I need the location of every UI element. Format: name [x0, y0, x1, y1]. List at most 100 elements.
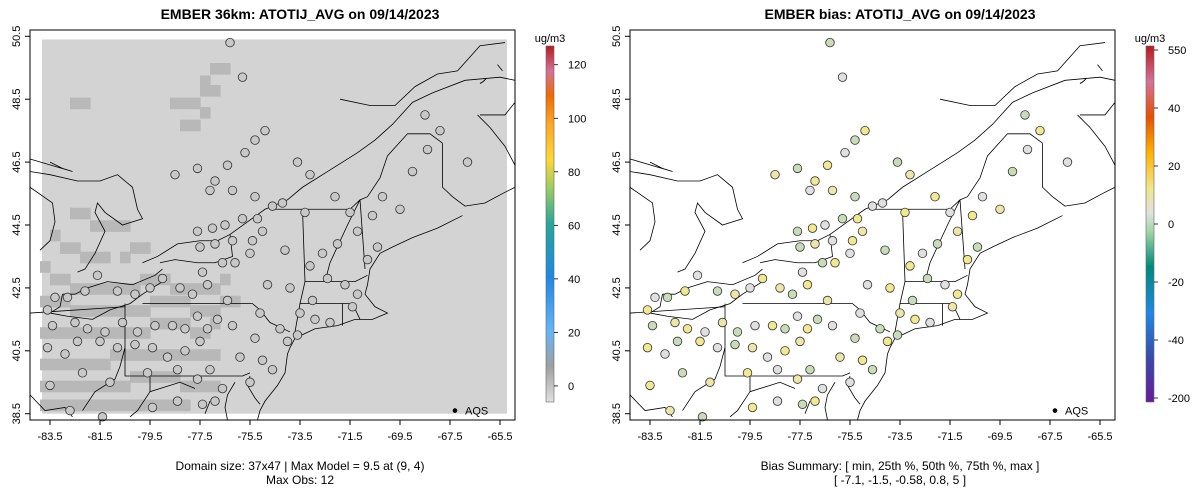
- aqs-site-marker: [325, 317, 335, 328]
- x-tick-label: -75.5: [837, 431, 862, 443]
- aqs-site-marker: [822, 160, 833, 170]
- aqs-site-marker: [850, 135, 860, 145]
- model-grid-cell: [80, 380, 91, 393]
- model-grid-cell: [200, 327, 211, 339]
- aqs-site-marker: [192, 163, 203, 174]
- x-tick-label: -79.5: [137, 431, 162, 443]
- x-tick-label: -73.5: [287, 431, 312, 443]
- aqs-site-marker: [780, 324, 790, 334]
- map-boundary-line: [124, 303, 251, 377]
- aqs-site-marker: [367, 210, 378, 221]
- model-grid-cell: [170, 283, 181, 295]
- model-grid-cell: [200, 349, 211, 361]
- aqs-site-marker: [112, 286, 123, 296]
- model-grid-cell: [100, 251, 111, 264]
- aqs-site-marker: [825, 37, 835, 48]
- aqs-site-marker: [787, 289, 798, 299]
- x-tick-label: -75.5: [237, 431, 262, 443]
- model-grid-cell: [70, 327, 81, 339]
- model-grid-cell: [80, 327, 91, 339]
- x-tick-label: -79.5: [737, 431, 762, 443]
- map-boundary-line: [857, 215, 1063, 421]
- model-grid-cell: [210, 85, 221, 97]
- x-tick-label: -69.5: [987, 431, 1012, 443]
- aqs-site-marker: [192, 311, 203, 321]
- aqs-site-marker: [305, 261, 315, 271]
- model-grid-cell: [130, 399, 141, 412]
- aqs-site-marker: [642, 305, 653, 315]
- y-tick-label: 46.5: [611, 151, 623, 172]
- aqs-site-marker: [252, 214, 263, 224]
- map-boundary-line: [49, 294, 63, 314]
- island-outline: [479, 78, 487, 84]
- aqs-site-marker: [42, 305, 53, 315]
- map-boundary-line: [649, 294, 663, 314]
- colorbar-tick-label: 120: [568, 60, 586, 72]
- aqs-site-marker: [112, 342, 123, 353]
- model-map: -83.5 -81.5 -79.5 -77.5 -75.5 -73.5 -71.5 -69.5…: [11, 26, 586, 443]
- aqs-site-marker: [730, 339, 740, 350]
- map-boundary-line: [149, 375, 196, 393]
- aqs-site-marker: [147, 402, 158, 413]
- model-grid-cell: [180, 119, 191, 132]
- model-grid-cell: [170, 295, 181, 308]
- aqs-site-marker: [792, 163, 803, 174]
- model-grid-cell: [110, 220, 121, 232]
- aqs-site-marker: [880, 245, 890, 255]
- aqs-site-marker: [835, 352, 845, 362]
- model-grid-cell: [60, 295, 71, 308]
- model-grid-cell: [210, 317, 221, 330]
- aqs-site-marker: [250, 333, 260, 343]
- bias-summary-label: Bias Summary: [ min, 25th %, 50th %, 75t…: [760, 459, 1040, 473]
- aqs-site-marker: [810, 176, 820, 186]
- model-grid-cell: [180, 295, 191, 308]
- aqs-site-marker: [845, 377, 855, 387]
- aqs-site-marker: [217, 258, 228, 268]
- aqs-site-marker: [837, 72, 848, 82]
- colorbar-tick-label: 20: [568, 327, 580, 339]
- model-grid-cell: [130, 371, 141, 383]
- aqs-site-marker: [237, 72, 248, 82]
- aqs-site-marker: [857, 226, 868, 236]
- aqs-site-marker: [227, 320, 238, 331]
- model-grid-cell: [90, 283, 101, 295]
- model-grid-cell: [220, 63, 231, 75]
- model-grid-cell: [210, 283, 221, 295]
- model-grid-cell: [40, 295, 51, 308]
- aqs-site-marker: [792, 311, 803, 321]
- colorbar: [1145, 45, 1155, 403]
- aqs-site-marker: [717, 317, 728, 328]
- aqs-site-marker: [860, 125, 870, 136]
- aqs-site-marker: [972, 242, 983, 252]
- model-grid-cell: [80, 97, 91, 110]
- model-grid-cell: [190, 283, 201, 295]
- aqs-site-marker: [695, 336, 705, 347]
- map-boundary-line: [662, 268, 763, 295]
- aqs-site-marker: [207, 223, 218, 233]
- aqs-site-marker: [802, 280, 813, 290]
- aqs-site-marker: [420, 110, 430, 120]
- model-grid-cell: [210, 63, 221, 75]
- model-grid-cell: [70, 242, 81, 254]
- x-tick-label: -69.5: [387, 431, 412, 443]
- map-boundary-line: [1097, 64, 1103, 72]
- aqs-site-marker: [795, 336, 805, 347]
- model-grid-cell: [210, 305, 221, 317]
- aqs-site-marker: [317, 248, 328, 259]
- aqs-site-marker: [347, 302, 358, 312]
- model-grid-cell: [150, 273, 161, 286]
- aqs-site-marker: [117, 317, 128, 328]
- map-boundary-line: [629, 394, 673, 418]
- model-grid-cell: [100, 380, 111, 393]
- aqs-site-marker: [352, 289, 363, 299]
- model-grid-cell: [110, 399, 121, 412]
- aqs-site-marker: [810, 239, 820, 249]
- model-grid-cell: [170, 97, 181, 110]
- aqs-site-marker: [345, 207, 355, 218]
- aqs-site-marker: [852, 214, 863, 224]
- aqs-site-marker: [712, 342, 723, 353]
- aqs-site-marker: [830, 258, 840, 268]
- aqs-site-marker: [222, 160, 233, 170]
- aqs-site-marker: [145, 283, 155, 293]
- y-tick-label: 40.5: [611, 340, 623, 361]
